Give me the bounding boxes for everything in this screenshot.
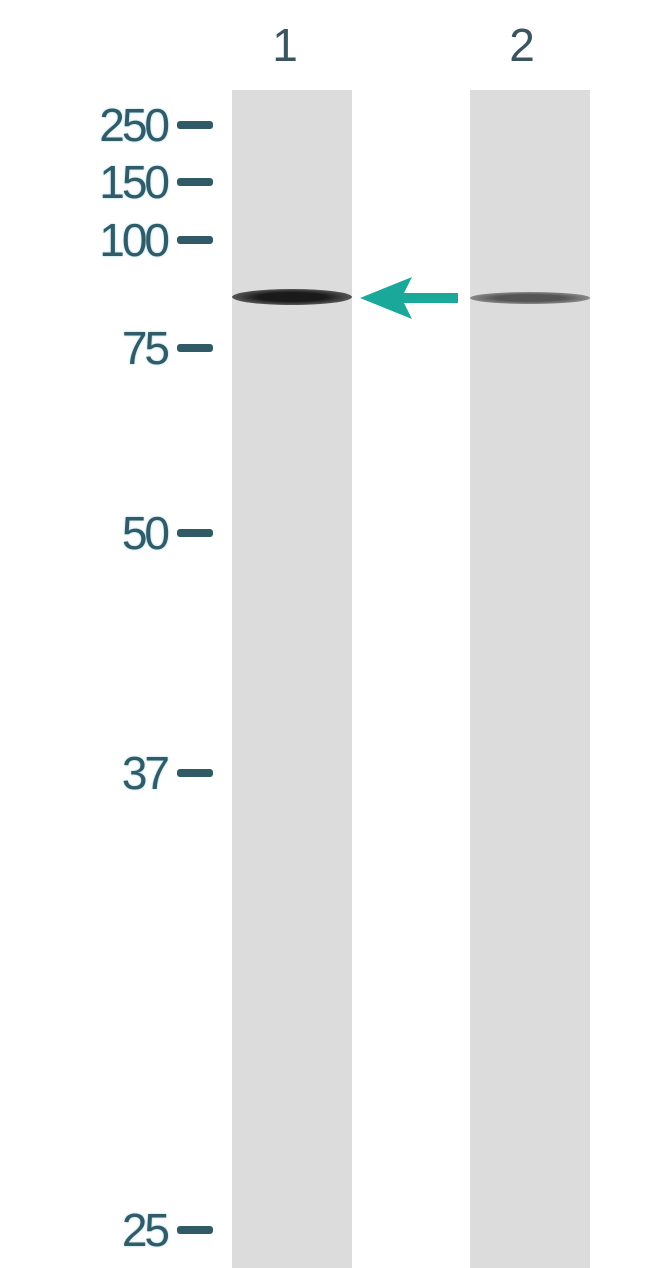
marker-250: 250 [0,100,215,150]
lane-1 [232,90,352,1268]
marker-50: 50 [0,508,215,558]
lane-2-band [470,292,590,304]
marker-37: 37 [0,748,215,798]
lane-1-label: 1 [272,19,298,71]
marker-tick [177,1226,213,1234]
marker-tick [177,178,213,186]
marker-label: 150 [99,156,170,208]
marker-label: 37 [121,747,170,799]
marker-tick [177,236,213,244]
marker-25: 25 [0,1205,215,1255]
marker-label: 100 [99,214,170,266]
marker-100: 100 [0,215,215,265]
marker-tick [177,769,213,777]
marker-label: 250 [99,99,170,151]
marker-label: 75 [121,322,170,374]
lane-2-label: 2 [509,19,535,71]
marker-label: 50 [121,507,170,559]
left-arrow-icon [360,277,458,319]
lane-2 [470,90,590,1268]
marker-150: 150 [0,157,215,207]
marker-tick [177,344,213,352]
marker-75: 75 [0,323,215,373]
lane-1-band [232,289,352,305]
marker-label: 25 [121,1204,170,1256]
marker-tick [177,529,213,537]
marker-tick [177,121,213,129]
